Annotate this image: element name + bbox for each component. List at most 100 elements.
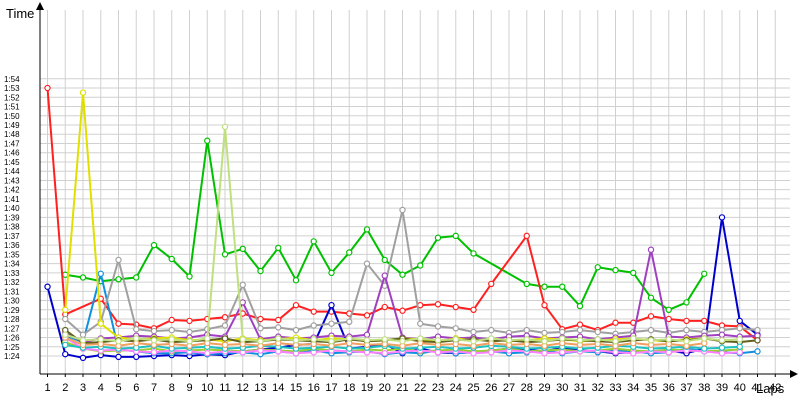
x-tick-label: 29 xyxy=(538,382,550,394)
data-point xyxy=(417,335,424,342)
data-point xyxy=(647,246,655,253)
data-point xyxy=(470,306,477,313)
data-point xyxy=(346,318,353,326)
x-tick-label: 26 xyxy=(485,382,497,394)
y-tick-label: 1:39 xyxy=(4,213,20,222)
data-point xyxy=(97,320,104,327)
data-point xyxy=(204,350,211,357)
data-point xyxy=(701,335,708,342)
data-point xyxy=(488,280,495,288)
y-tick-label: 1:34 xyxy=(4,260,20,269)
data-point xyxy=(701,345,708,352)
data-point xyxy=(647,326,655,334)
data-point xyxy=(186,273,193,280)
data-point xyxy=(576,326,584,334)
data-point xyxy=(399,271,406,278)
data-point xyxy=(523,280,530,288)
y-tick-label: 1:27 xyxy=(4,324,20,333)
y-tick-label: 1:33 xyxy=(4,269,20,278)
data-point xyxy=(275,335,282,342)
x-tick-label: 3 xyxy=(80,382,86,394)
x-tick-label: 18 xyxy=(343,382,355,394)
data-point xyxy=(576,321,584,328)
data-point xyxy=(62,341,69,349)
data-point xyxy=(62,350,69,358)
data-point xyxy=(381,256,388,264)
y-tick-label: 1:44 xyxy=(4,167,20,176)
data-point xyxy=(718,337,726,344)
data-point xyxy=(488,349,495,356)
y-tick-label: 1:54 xyxy=(4,75,20,84)
data-point xyxy=(452,232,459,240)
data-point xyxy=(399,338,406,345)
data-point xyxy=(718,331,726,338)
x-tick-label: 19 xyxy=(361,382,373,394)
y-tick-label: 1:24 xyxy=(4,352,20,361)
data-point xyxy=(97,336,104,343)
y-tick-label: 1:37 xyxy=(4,232,20,241)
x-tick-label: 35 xyxy=(645,382,657,394)
data-point xyxy=(488,326,495,334)
data-point xyxy=(133,326,140,333)
data-point xyxy=(470,250,477,257)
data-point xyxy=(97,270,104,277)
data-point xyxy=(275,316,282,324)
y-tick-label: 1:46 xyxy=(4,149,20,158)
data-point xyxy=(523,232,530,240)
y-tick-label: 1:25 xyxy=(4,343,20,352)
data-point xyxy=(701,317,708,325)
data-point xyxy=(754,348,761,355)
data-point xyxy=(399,206,406,214)
x-tick-label: 30 xyxy=(556,382,568,394)
series-layer xyxy=(44,84,761,362)
data-point xyxy=(115,276,122,283)
data-point xyxy=(115,338,122,345)
series-line xyxy=(64,209,758,336)
data-point xyxy=(275,244,282,252)
data-point xyxy=(381,350,388,357)
data-point xyxy=(594,328,601,336)
y-tick-label: 1:30 xyxy=(4,297,20,306)
x-tick-label: 27 xyxy=(503,382,515,394)
data-point xyxy=(79,337,87,344)
data-point xyxy=(488,335,495,342)
y-axis-title: Time xyxy=(6,6,34,21)
data-point xyxy=(292,301,300,309)
data-point xyxy=(257,315,264,323)
data-point xyxy=(594,336,601,343)
x-axis-title: Laps xyxy=(756,381,785,396)
data-point xyxy=(168,316,175,324)
data-point xyxy=(399,307,406,314)
data-point xyxy=(630,335,637,342)
data-point xyxy=(115,353,122,361)
x-tick-label: 16 xyxy=(308,382,320,394)
series-12 xyxy=(62,334,708,350)
data-point xyxy=(736,336,743,343)
data-point xyxy=(186,317,193,325)
data-point xyxy=(523,326,530,334)
data-point xyxy=(718,214,726,221)
data-point xyxy=(381,336,388,343)
x-tick-label: 31 xyxy=(574,382,586,394)
data-point xyxy=(434,337,442,344)
data-point xyxy=(239,336,246,343)
data-point xyxy=(310,238,317,245)
x-tick-label: 10 xyxy=(201,382,213,394)
x-tick-label: 24 xyxy=(450,382,462,394)
data-point xyxy=(736,343,743,350)
data-point xyxy=(328,301,335,309)
data-point xyxy=(665,336,672,343)
x-tick-label: 37 xyxy=(680,382,692,394)
y-axis-arrow xyxy=(36,2,44,10)
data-point xyxy=(150,327,158,335)
data-point xyxy=(541,338,548,345)
x-tick-label: 4 xyxy=(98,382,104,394)
data-point xyxy=(576,302,584,310)
data-point xyxy=(310,308,317,315)
y-tick-label: 1:48 xyxy=(4,130,20,139)
data-point xyxy=(292,277,300,284)
data-point xyxy=(168,326,175,334)
y-tick-label: 1:29 xyxy=(4,306,20,315)
data-point xyxy=(204,137,211,144)
